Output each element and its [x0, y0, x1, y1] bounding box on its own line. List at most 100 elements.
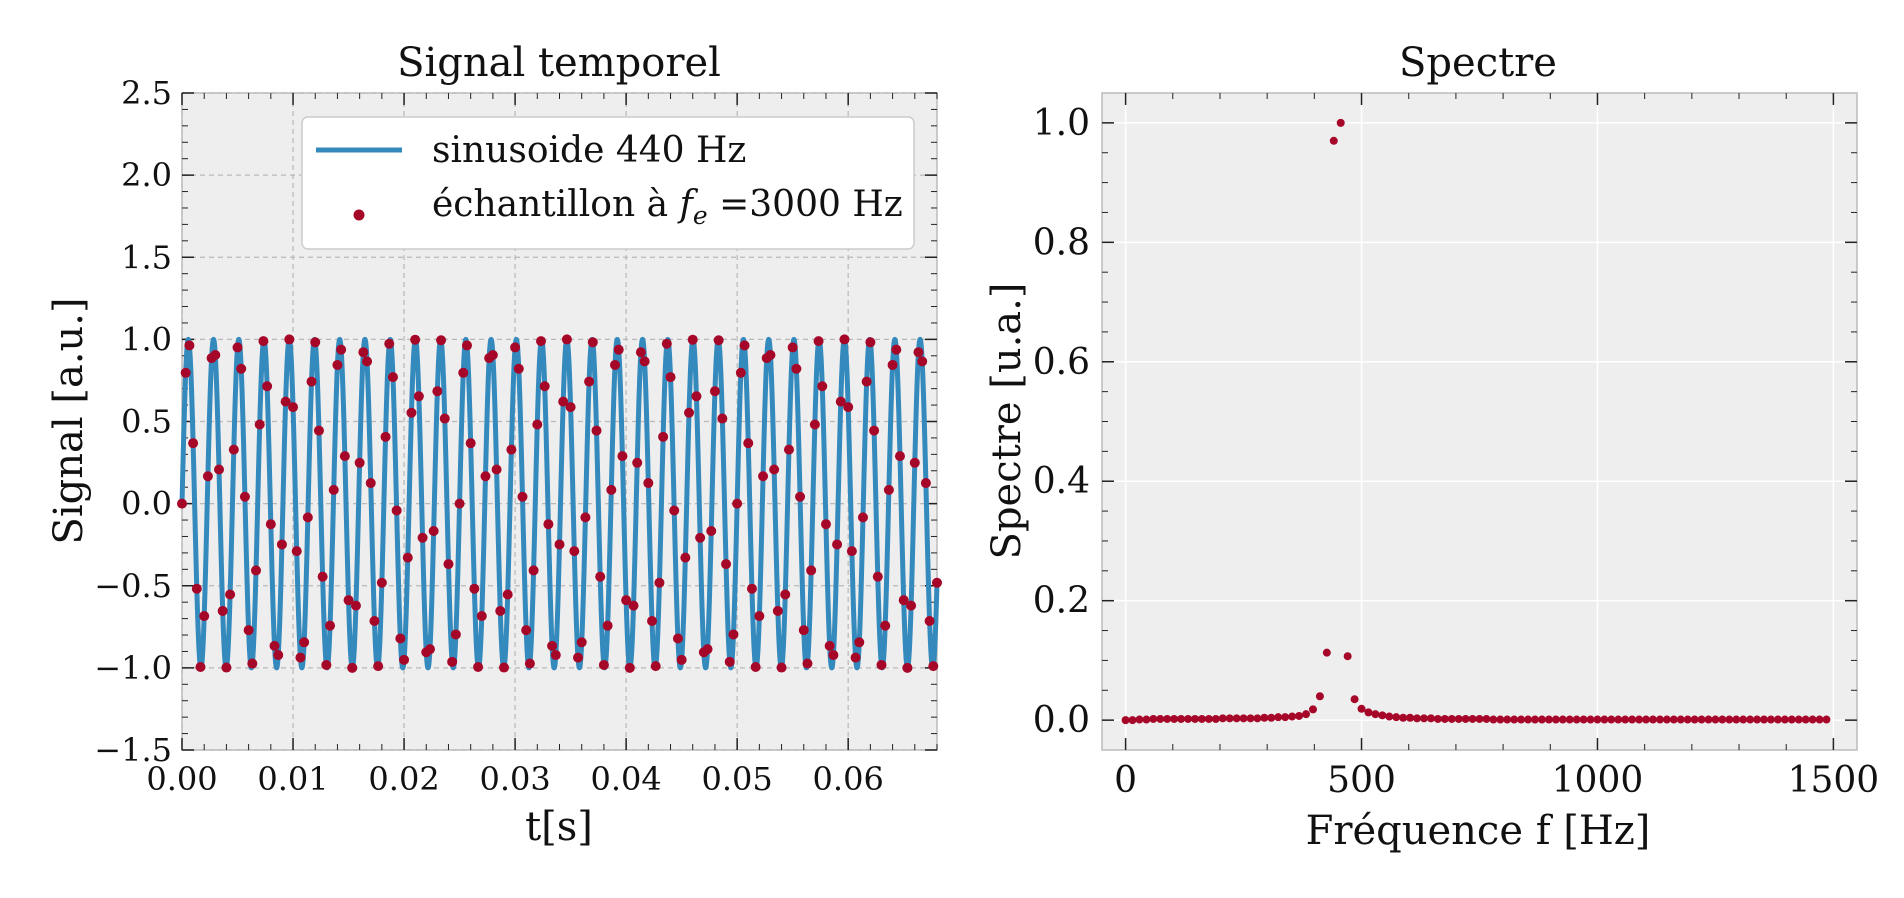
- time-ticks: [181, 92, 938, 751]
- spectrum-point: [1232, 714, 1241, 723]
- sample-point: [217, 605, 228, 616]
- sample-point: [776, 662, 787, 673]
- sample-point: [265, 519, 276, 530]
- sample-point: [758, 471, 769, 482]
- spectrum-point: [1697, 715, 1706, 724]
- spectrum-x-tick-label: 1000: [1552, 760, 1644, 801]
- spectrum-point: [1572, 715, 1581, 724]
- sample-point: [214, 464, 225, 475]
- sample-point: [376, 577, 387, 588]
- spectrum-point: [1170, 714, 1179, 723]
- spectrum-point: [1399, 713, 1408, 722]
- sample-point: [373, 661, 384, 672]
- sample-point: [709, 386, 720, 397]
- spectrum-y-tick-label: 0.4: [1033, 461, 1090, 502]
- sample-point: [739, 340, 750, 351]
- sample-point: [647, 615, 658, 626]
- spectrum-x-tick-label: 500: [1327, 760, 1396, 801]
- sample-point: [580, 512, 591, 523]
- spectrum-point: [1482, 714, 1491, 723]
- spectrum-point: [1759, 715, 1768, 724]
- sample-point: [550, 650, 561, 661]
- sample-point: [369, 615, 380, 626]
- sample-point: [565, 402, 576, 413]
- spectrum-point: [1336, 118, 1345, 127]
- spectrum-point: [1600, 715, 1609, 724]
- legend-box: [301, 116, 915, 250]
- sample-point: [276, 539, 287, 550]
- sample-point: [806, 565, 817, 576]
- sample-point: [436, 335, 447, 346]
- spectrum-point: [1364, 708, 1373, 717]
- sample-point: [632, 457, 643, 468]
- spectrum-point: [1621, 715, 1630, 724]
- sample-point: [480, 471, 491, 482]
- sample-point: [243, 625, 254, 636]
- sample-point: [228, 444, 239, 455]
- time-x-tick-label: 0.06: [813, 760, 884, 798]
- sample-point: [306, 376, 317, 387]
- spectrum-point: [1142, 715, 1151, 724]
- sample-point: [476, 611, 487, 622]
- sample-point: [817, 381, 828, 392]
- sample-point: [269, 640, 280, 651]
- sample-point: [517, 491, 528, 502]
- sample-point: [254, 419, 265, 430]
- time-y-axis-label: Signal [a.u.]: [46, 297, 92, 544]
- spectrum-y-tick-label: 1.0: [1033, 103, 1090, 144]
- sample-point: [783, 444, 794, 455]
- spectrum-point: [1156, 714, 1165, 723]
- spectrum-point: [1739, 715, 1748, 724]
- sample-point: [210, 350, 221, 361]
- spectrum-point: [1343, 652, 1352, 661]
- spectrum-point: [1773, 715, 1782, 724]
- spectrum-point: [1787, 715, 1796, 724]
- sample-point: [291, 546, 302, 557]
- sample-point: [906, 600, 917, 611]
- spectrum-point: [1163, 714, 1172, 723]
- sample-point: [672, 633, 683, 644]
- sample-point: [399, 654, 410, 665]
- sample-point: [869, 425, 880, 436]
- legend-points-label: échantillon à fe =3000 Hz: [432, 184, 903, 230]
- sample-point: [262, 381, 273, 392]
- time-x-tick-label: 0.04: [590, 760, 661, 798]
- spectrum-point: [1406, 713, 1415, 722]
- spectrum-point: [1475, 714, 1484, 723]
- time-signal-chart: Signal temporel t[s] Signal [a.u.] 0.00 0…: [46, 40, 942, 850]
- spectrum-point: [1676, 715, 1685, 724]
- sample-point: [225, 589, 236, 600]
- sample-point: [528, 565, 539, 576]
- spectrum-tick-labels: 0 500 1000 1500 0.0 0.2 0.4 0.6 0.8 1.0: [1033, 103, 1879, 801]
- spectrum-point: [1191, 714, 1200, 723]
- sample-point: [247, 658, 258, 669]
- sample-point: [658, 431, 669, 442]
- spectrum-point: [1295, 711, 1304, 720]
- sample-point: [547, 640, 558, 651]
- sample-point: [610, 359, 621, 370]
- sample-point: [273, 650, 284, 661]
- sample-point: [802, 658, 813, 669]
- sample-point: [491, 464, 502, 475]
- sample-point: [798, 625, 809, 636]
- sample-point: [410, 334, 421, 345]
- spectrum-point: [1607, 715, 1616, 724]
- spectrum-point: [1357, 704, 1366, 713]
- sample-point: [676, 654, 687, 665]
- sample-point: [769, 464, 780, 475]
- sample-point: [184, 340, 195, 351]
- sample-point: [199, 611, 210, 622]
- spectrum-point: [1766, 715, 1775, 724]
- spectrum-point: [1447, 714, 1456, 723]
- spectrum-point: [1635, 715, 1644, 724]
- sample-point: [424, 644, 435, 655]
- spectrum-point: [1308, 705, 1317, 714]
- sample-point: [343, 595, 354, 606]
- sample-point: [721, 559, 732, 570]
- sample-point: [521, 625, 532, 636]
- sample-point: [876, 659, 887, 670]
- time-x-tick-label: 0.00: [146, 760, 217, 798]
- sample-point: [473, 661, 484, 672]
- spectrum-point: [1780, 715, 1789, 724]
- sample-point: [924, 615, 935, 626]
